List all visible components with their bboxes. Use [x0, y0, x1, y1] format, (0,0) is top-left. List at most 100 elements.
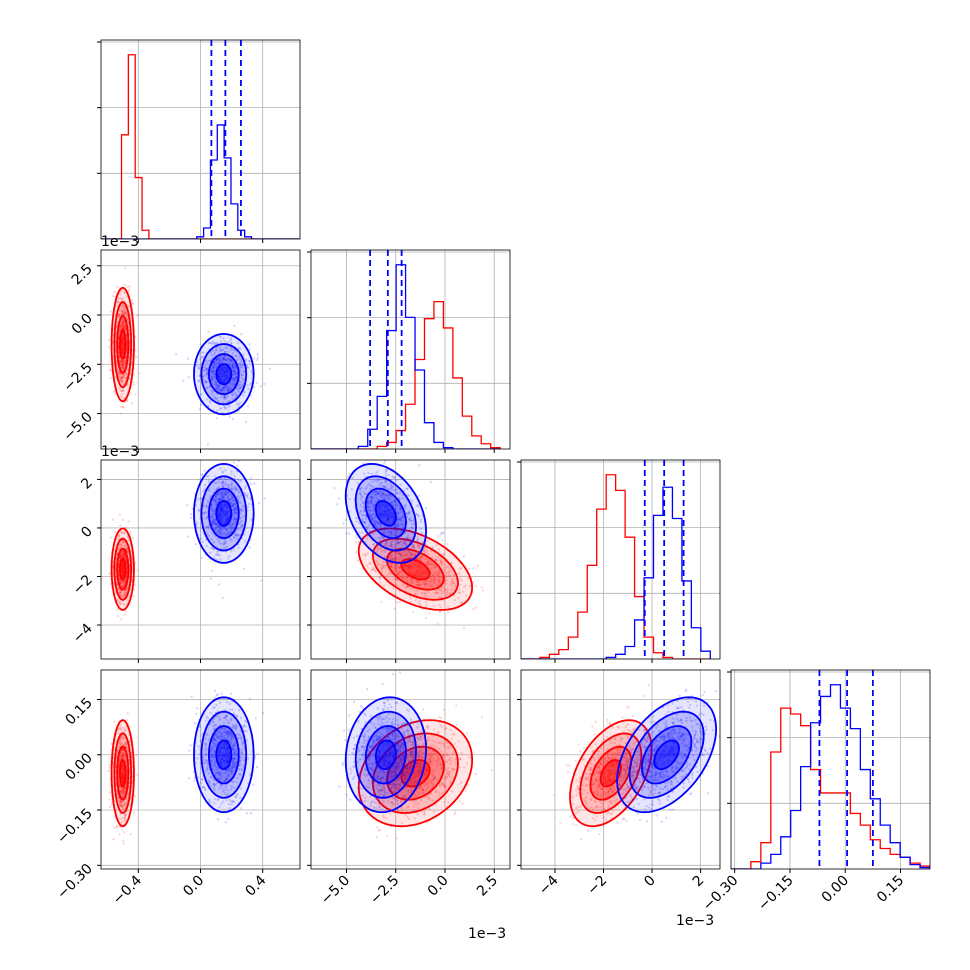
scatter-point [126, 319, 129, 322]
scatter-point [205, 367, 208, 371]
scatter-point [224, 366, 228, 369]
scatter-point [122, 320, 125, 323]
scatter-point [219, 349, 222, 352]
scatter-point [122, 312, 125, 316]
scatter-point [205, 367, 209, 370]
scatter-point [233, 348, 236, 352]
scatter-point [231, 382, 234, 386]
scatter-point [231, 381, 235, 385]
scatter-point [424, 616, 428, 620]
scatter-point [199, 363, 202, 366]
scatter-point [123, 327, 126, 331]
scatter-point [121, 312, 125, 316]
scatter-point [223, 340, 227, 343]
scatter-point [413, 559, 417, 562]
scatter-point [223, 373, 226, 377]
scatter-point [119, 553, 123, 557]
scatter-point [227, 350, 230, 353]
scatter-point [256, 353, 259, 356]
scatter-point [121, 549, 125, 553]
scatter-point [234, 350, 238, 353]
scatter-point [120, 555, 123, 558]
scatter-point [119, 555, 122, 558]
scatter-point [136, 773, 139, 777]
scatter-point [214, 364, 218, 367]
scatter-point [120, 311, 123, 314]
scatter-point [226, 389, 229, 393]
scatter-point [126, 318, 129, 321]
scatter-point [221, 596, 224, 599]
scatter-point [136, 314, 139, 317]
scatter-point [128, 530, 132, 534]
scatter-point [230, 342, 233, 345]
scatter-point [220, 377, 223, 381]
scatter-point [121, 345, 124, 349]
scatter-point [211, 365, 214, 368]
scatter-point [122, 573, 125, 577]
scatter-point [122, 342, 125, 346]
scatter-point [223, 385, 226, 388]
scatter-point [227, 357, 230, 360]
scatter-point [220, 372, 224, 376]
scatter-point [227, 386, 230, 390]
scatter-point [116, 300, 119, 303]
scatter-point [120, 389, 124, 393]
scatter-point [122, 389, 125, 393]
scatter-point [121, 321, 125, 324]
scatter-point [121, 569, 124, 573]
scatter-point [245, 365, 249, 368]
scatter-point [218, 371, 221, 374]
scatter-point [221, 387, 224, 391]
scatter-point [123, 325, 126, 328]
scatter-point [120, 324, 123, 328]
scatter-point [124, 590, 128, 593]
scatter-point [128, 377, 132, 381]
scatter-point [219, 357, 222, 360]
scatter-point [231, 376, 234, 380]
scatter-point [214, 396, 217, 399]
scatter-point [123, 594, 126, 597]
scatter-point [220, 388, 223, 392]
scatter-point [205, 361, 209, 364]
scatter-point [337, 497, 341, 500]
scatter-point [224, 385, 227, 388]
scatter-point [126, 712, 129, 715]
scatter-point [123, 358, 127, 362]
scatter-point [226, 369, 229, 372]
scatter-point [120, 564, 124, 567]
scatter-point [201, 355, 204, 358]
scatter-point [126, 285, 129, 288]
scatter-point [223, 379, 227, 382]
scatter-point [223, 366, 226, 370]
scatter-point [121, 560, 125, 563]
scatter-point [224, 386, 227, 389]
scatter-point [122, 531, 126, 535]
scatter-point [239, 365, 242, 368]
scatter-point [120, 359, 123, 363]
scatter-point [232, 369, 236, 372]
scatter-point [126, 584, 130, 587]
scatter-point [118, 602, 122, 606]
scatter-point [122, 345, 125, 349]
scatter-point [122, 326, 125, 330]
scatter-point [117, 373, 120, 377]
scatter-point [248, 348, 251, 351]
scatter-point [226, 386, 229, 389]
scatter-point [221, 367, 224, 371]
scatter-point [119, 581, 122, 584]
scatter-point [122, 551, 125, 555]
scatter-point [467, 567, 471, 570]
scatter-point [237, 357, 240, 360]
scatter-point [214, 380, 217, 383]
scatter-point [232, 379, 236, 382]
scatter-point [123, 613, 126, 616]
scatter-point [127, 595, 131, 599]
scatter-point [122, 553, 126, 556]
scatter-point [221, 348, 224, 351]
scatter-point [225, 375, 229, 378]
scatter-point [116, 587, 120, 590]
scatter-point [217, 385, 221, 388]
scatter-point [119, 542, 122, 545]
scatter-point [208, 385, 211, 389]
scatter-point [218, 384, 221, 387]
